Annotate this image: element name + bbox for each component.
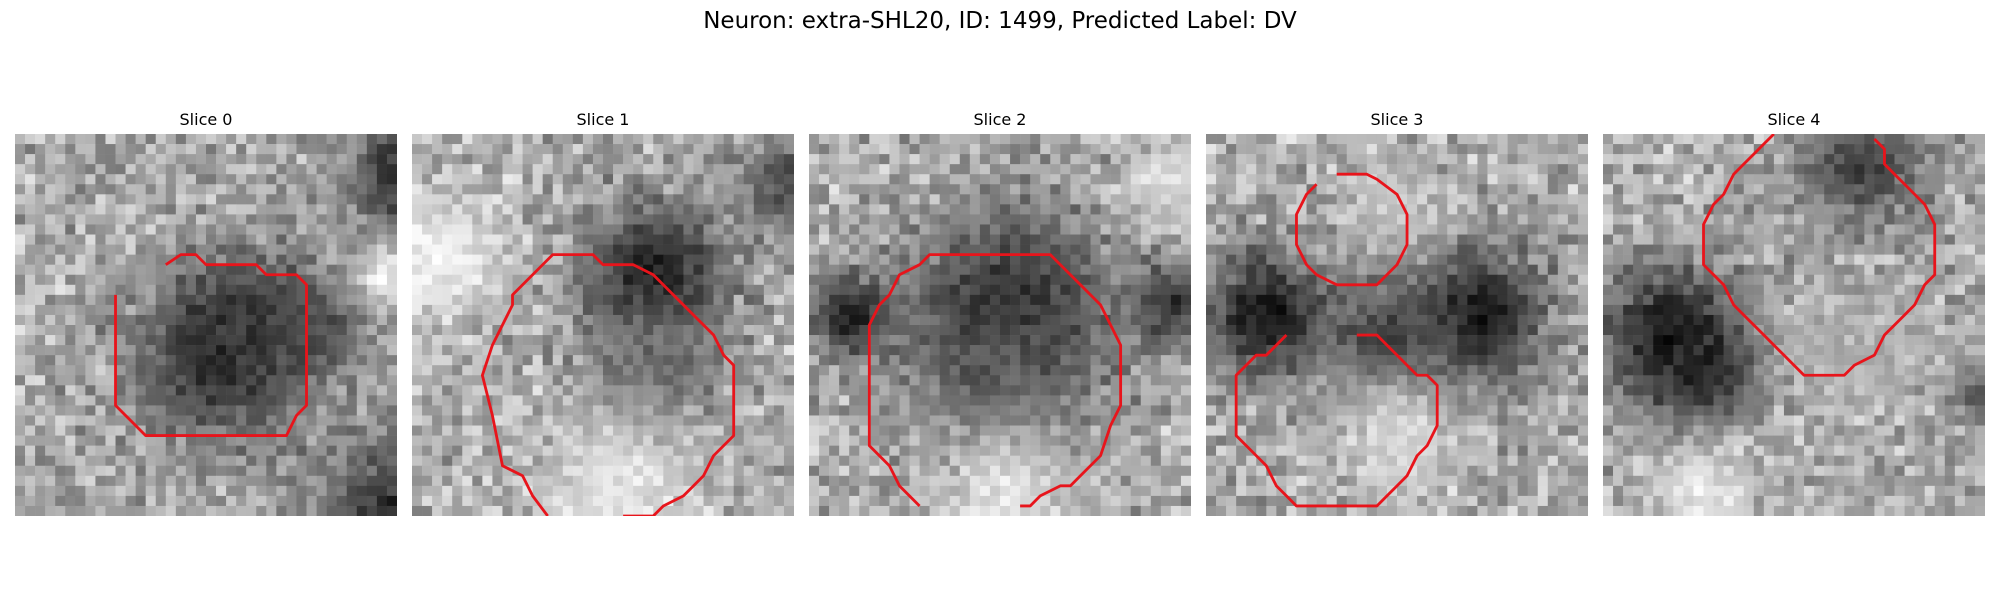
slice-panel-0: Slice 0: [15, 110, 397, 516]
contour-line-0: [1702, 134, 1937, 377]
slice-panel-2: Slice 2: [809, 110, 1191, 516]
slice-image-svg: [1206, 134, 1588, 516]
slice-image-svg: [809, 134, 1191, 516]
slice-image: [809, 134, 1191, 516]
contour-line-1: [1234, 333, 1439, 508]
contour-line-0: [1295, 172, 1409, 287]
slice-image-svg: [1603, 134, 1985, 516]
pixel-grid: [809, 134, 1191, 516]
slice-image: [15, 134, 397, 516]
pixel-grid: [412, 134, 794, 516]
figure-title: Neuron: extra-SHL20, ID: 1499, Predicted…: [703, 8, 1297, 34]
contour-line-0: [480, 253, 736, 516]
slice-image: [1603, 134, 1985, 516]
slice-title: Slice 2: [973, 110, 1027, 129]
slice-image: [1206, 134, 1588, 516]
slice-panel-4: Slice 4: [1603, 110, 1985, 516]
contour-line-0: [867, 253, 1123, 508]
slice-title: Slice 4: [1767, 110, 1821, 129]
pixel-grid: [1603, 134, 1985, 516]
pixel-grid: [15, 134, 397, 516]
slice-title: Slice 0: [179, 110, 233, 129]
pixel-grid: [1206, 134, 1588, 516]
slice-panel-3: Slice 3: [1206, 110, 1588, 516]
slice-title: Slice 3: [1370, 110, 1424, 129]
slice-image: [412, 134, 794, 516]
slice-panel-1: Slice 1: [412, 110, 794, 516]
slice-image-svg: [15, 134, 397, 516]
slice-title: Slice 1: [576, 110, 630, 129]
contour-line-0: [114, 253, 308, 437]
slice-image-svg: [412, 134, 794, 516]
